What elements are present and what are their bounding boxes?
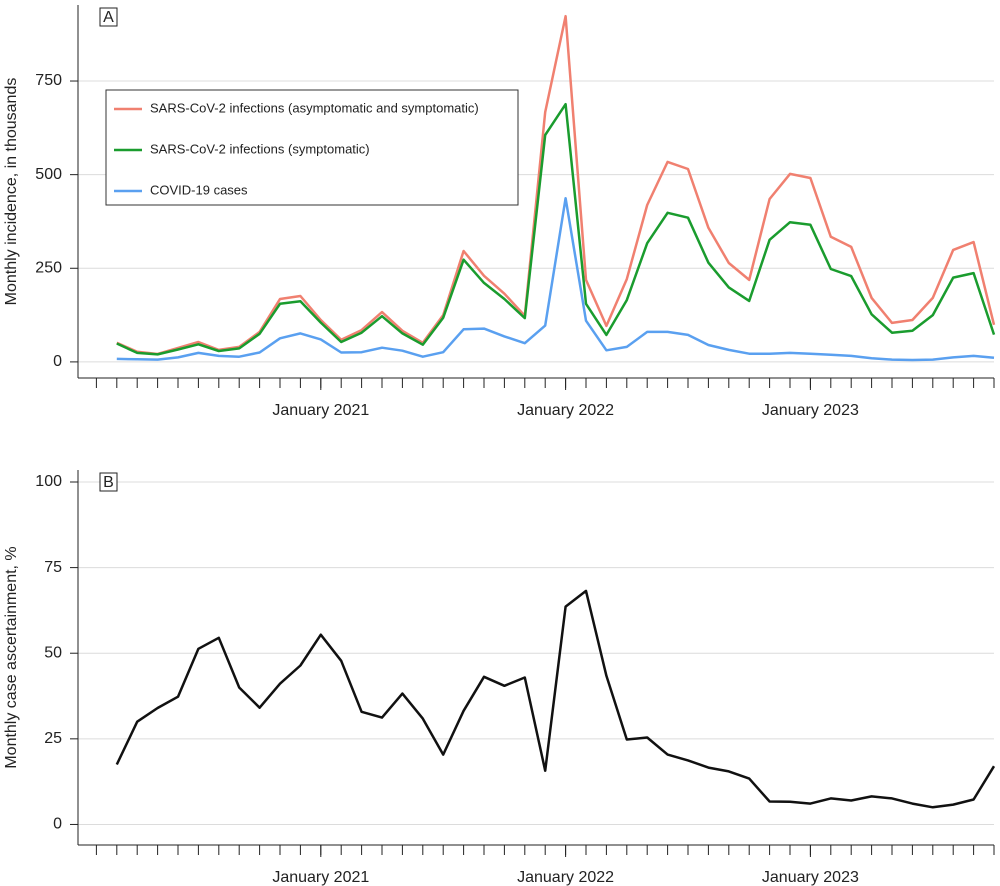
y-tick-label: 100	[35, 473, 62, 490]
legend: SARS-CoV-2 infections (asymptomatic and …	[105, 89, 519, 206]
panel-label-box	[99, 7, 118, 27]
x-tick-label: January 2022	[517, 402, 614, 419]
y-tick-label: 0	[53, 816, 62, 833]
legend-label: COVID-19 cases	[150, 182, 248, 197]
y-axis-label: Monthly incidence, in thousands	[3, 78, 20, 306]
panel-label: A	[103, 9, 114, 26]
series-line	[116, 102, 996, 356]
series-line	[116, 196, 995, 362]
x-tick-label: January 2021	[272, 869, 369, 886]
panel-label-box	[99, 472, 118, 492]
y-tick-label: 500	[35, 166, 62, 183]
y-tick-label: 750	[35, 72, 62, 89]
y-tick-label: 50	[44, 644, 62, 661]
series-line	[115, 589, 996, 809]
panel-label: B	[103, 474, 114, 491]
series-line	[116, 14, 996, 356]
legend-box	[105, 89, 519, 206]
x-tick-label: January 2021	[272, 402, 369, 419]
y-tick-label: 0	[53, 353, 62, 370]
y-tick-label: 75	[44, 559, 62, 576]
x-tick-label: January 2023	[762, 402, 859, 419]
x-tick-label: January 2022	[517, 869, 614, 886]
x-tick-label: January 2023	[762, 869, 859, 886]
legend-label: SARS-CoV-2 infections (symptomatic)	[150, 141, 370, 156]
y-axis-label: Monthly case ascertainment, %	[3, 546, 20, 768]
y-tick-label: 25	[44, 730, 62, 747]
legend-label: SARS-CoV-2 infections (asymptomatic and …	[150, 100, 479, 115]
y-tick-label: 250	[35, 259, 62, 276]
